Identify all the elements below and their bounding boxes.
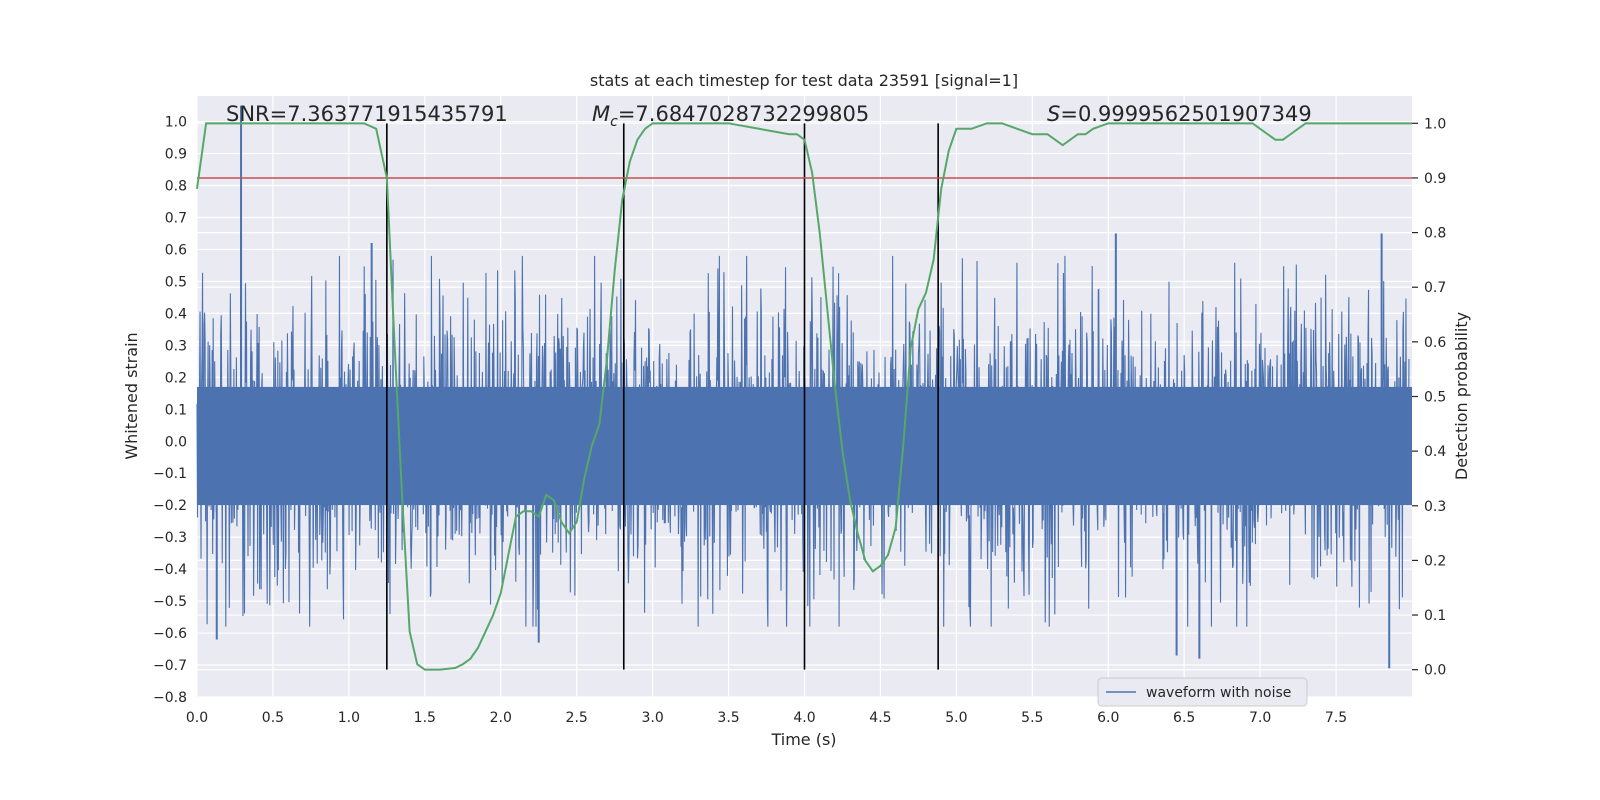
legend-box xyxy=(1097,677,1308,707)
x-tick-label: 5.5 xyxy=(1021,710,1043,726)
x-tick-label: 7.0 xyxy=(1249,710,1271,726)
chart-title: stats at each timestep for test data 235… xyxy=(590,71,1018,90)
right-y-tick-label: 0.8 xyxy=(1424,226,1446,242)
left-y-tick-label: −0.8 xyxy=(153,690,187,706)
left-y-tick-label: −0.5 xyxy=(153,594,187,610)
right-y-tick-label: 0.1 xyxy=(1424,608,1446,624)
x-tick-label: 1.5 xyxy=(414,710,436,726)
left-y-tick-label: 0.7 xyxy=(165,210,187,226)
x-tick-label: 0.5 xyxy=(262,710,284,726)
x-axis-label: Time (s) xyxy=(770,730,836,749)
left-y-tick-label: 0.3 xyxy=(165,338,187,354)
x-tick-label: 4.0 xyxy=(793,710,815,726)
left-y-tick-label: −0.3 xyxy=(153,530,187,546)
left-y-tick-label: −0.2 xyxy=(153,498,187,514)
detection-probability-series xyxy=(196,122,1412,671)
chirp-mass-annotation: Mc=7.6847028732299805 xyxy=(592,102,869,130)
right-y-tick-label: 0.7 xyxy=(1424,280,1446,296)
x-tick-label: 3.5 xyxy=(717,710,739,726)
x-tick-label: 2.0 xyxy=(490,710,512,726)
left-y-tick-label: 0.6 xyxy=(165,242,187,258)
right-y-tick-label: 1.0 xyxy=(1424,116,1446,132)
snr-annotation: SNR=7.363771915435791 xyxy=(226,102,508,126)
right-y-axis-ticks: 1.0 0.9 0.8 0.7 0.6 0.5 0.4 0.3 0.2 0.1 0.0 xyxy=(1412,116,1446,679)
x-axis-ticks: 0.0 0.5 1.0 1.5 2.0 2.5 3.0 3.5 4.0 4.5 5.0 5.5 6.0 6… xyxy=(186,710,1347,726)
left-y-tick-label: −0.4 xyxy=(153,562,187,578)
x-tick-label: 4.5 xyxy=(869,710,891,726)
right-y-tick-label: 0.0 xyxy=(1424,663,1446,679)
x-tick-label: 6.0 xyxy=(1097,710,1119,726)
left-y-tick-label: 0.8 xyxy=(165,179,187,195)
left-y-tick-label: 0.5 xyxy=(165,274,187,290)
x-tick-label: 7.5 xyxy=(1325,710,1347,726)
chirp-mass-symbol: M xyxy=(592,102,610,126)
left-y-tick-label: 0.1 xyxy=(165,402,187,418)
right-y-tick-label: 0.2 xyxy=(1424,553,1446,569)
x-tick-label: 6.5 xyxy=(1173,710,1195,726)
x-tick-label: 0.0 xyxy=(186,710,208,726)
left-y-axis-ticks: 1.0 0.9 0.8 0.7 0.6 0.5 0.4 0.3 0.2 0.1 0.0 −0.1 −0.… xyxy=(153,115,187,706)
left-y-tick-label: 1.0 xyxy=(165,115,187,131)
significance-value: =0.9999562501907349 xyxy=(1060,102,1311,126)
left-y-tick-label: −0.1 xyxy=(153,466,187,482)
right-y-tick-label: 0.6 xyxy=(1424,335,1446,351)
detection-probability-line xyxy=(196,122,1412,671)
chirp-mass-value: =7.6847028732299805 xyxy=(618,102,869,126)
x-tick-label: 3.0 xyxy=(641,710,663,726)
legend-entry-waveform: waveform with noise xyxy=(1146,685,1291,701)
chirp-mass-subscript: c xyxy=(610,114,618,130)
left-y-tick-label: −0.6 xyxy=(153,626,187,642)
right-y-tick-label: 0.9 xyxy=(1424,171,1446,187)
left-y-tick-label: 0.9 xyxy=(165,147,187,163)
left-y-tick-label: 0.4 xyxy=(165,306,187,322)
right-y-tick-label: 0.4 xyxy=(1424,444,1446,460)
right-y-axis-label: Detection probability xyxy=(1452,312,1471,480)
x-tick-label: 5.0 xyxy=(945,710,967,726)
left-y-tick-label: 0.0 xyxy=(165,434,187,450)
right-y-tick-label: 0.5 xyxy=(1424,390,1446,406)
x-tick-label: 1.0 xyxy=(338,710,360,726)
significance-annotation: S=0.9999562501907349 xyxy=(1047,102,1312,126)
left-y-axis-label: Whitened strain xyxy=(122,332,141,459)
left-y-tick-label: 0.2 xyxy=(165,370,187,386)
x-tick-label: 2.5 xyxy=(566,710,588,726)
significance-symbol: S xyxy=(1047,102,1060,126)
legend: waveform with noise xyxy=(1097,677,1308,707)
left-y-tick-label: −0.7 xyxy=(153,658,187,674)
right-y-tick-label: 0.3 xyxy=(1424,499,1446,515)
